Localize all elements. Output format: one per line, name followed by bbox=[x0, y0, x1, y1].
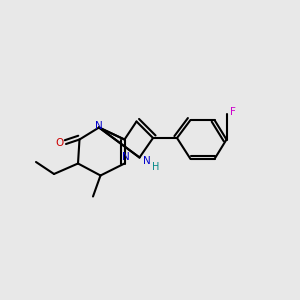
Text: N: N bbox=[122, 152, 130, 163]
Text: H: H bbox=[152, 161, 160, 172]
Text: O: O bbox=[56, 137, 64, 148]
Text: F: F bbox=[230, 106, 236, 117]
Text: N: N bbox=[94, 121, 102, 131]
Text: N: N bbox=[143, 155, 151, 166]
